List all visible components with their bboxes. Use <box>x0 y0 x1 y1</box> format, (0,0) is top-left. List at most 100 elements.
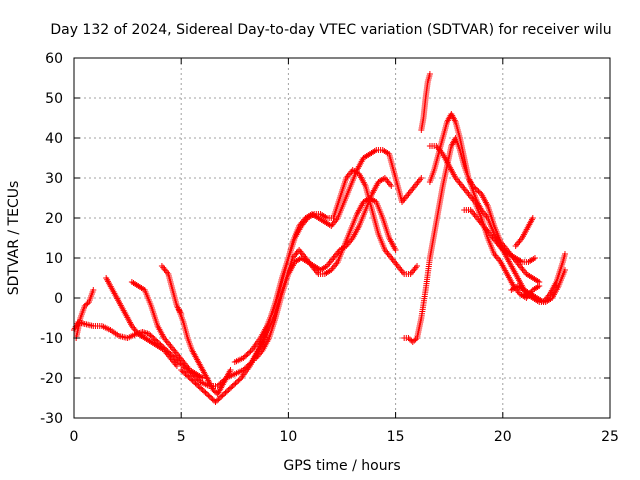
data-point <box>531 255 538 261</box>
data-point <box>229 383 236 389</box>
y-tick-label: 30 <box>45 171 63 187</box>
series-trace-16 <box>508 251 568 305</box>
data-point <box>418 175 425 181</box>
plot-frame <box>73 57 611 419</box>
data-point <box>405 335 412 341</box>
data-point <box>216 395 223 401</box>
data-marks <box>71 71 568 405</box>
data-point <box>233 379 240 385</box>
data-point <box>426 71 433 77</box>
data-point <box>209 396 216 403</box>
y-tick-label: 40 <box>45 131 63 147</box>
data-point <box>191 379 198 385</box>
data-point <box>409 339 416 345</box>
data-point <box>241 353 248 360</box>
data-point <box>223 388 230 395</box>
x-tick-label: 10 <box>279 429 297 445</box>
data-point <box>185 373 192 380</box>
y-axis-title: SDTVAR / TECUs <box>6 181 22 296</box>
y-tick-label: -20 <box>40 371 63 387</box>
data-point <box>183 372 190 379</box>
data-point <box>203 391 210 397</box>
data-point <box>81 303 88 309</box>
chart-title: Day 132 of 2024, Sidereal Day-to-day VTE… <box>50 22 611 38</box>
data-point <box>186 375 193 381</box>
series-trace-5 <box>158 263 185 317</box>
data-point <box>192 380 199 387</box>
data-point <box>388 183 395 189</box>
data-point <box>414 263 421 269</box>
data-point <box>173 363 180 369</box>
data-point <box>536 283 543 289</box>
data-point <box>83 301 90 308</box>
y-tick-label: 20 <box>45 211 63 227</box>
data-point <box>225 387 232 393</box>
data-point <box>215 396 222 403</box>
data-point <box>188 376 195 383</box>
series-trace-2 <box>73 287 97 341</box>
data-point <box>212 399 219 405</box>
x-tick-label: 20 <box>494 429 512 445</box>
data-point <box>147 332 154 339</box>
data-point <box>213 397 220 404</box>
data-point <box>208 395 215 401</box>
grid <box>74 58 610 418</box>
data-point <box>198 385 205 392</box>
y-tick-label: 10 <box>45 251 63 267</box>
y-tick-label: 50 <box>45 91 63 107</box>
series-trace-15 <box>512 215 536 249</box>
data-point <box>199 375 206 381</box>
data-point <box>195 383 202 389</box>
data-point <box>222 389 229 396</box>
data-point <box>412 336 419 343</box>
data-point <box>210 387 217 393</box>
data-point <box>189 377 196 384</box>
data-point <box>411 337 418 344</box>
y-tick-label: 60 <box>45 51 63 67</box>
x-tick-label: 0 <box>70 429 79 445</box>
data-point <box>181 369 188 376</box>
data-point <box>235 377 242 384</box>
data-point <box>179 368 186 375</box>
data-point <box>247 348 254 355</box>
data-point <box>178 367 185 373</box>
data-point <box>201 388 208 395</box>
data-point <box>476 189 483 196</box>
x-tick-label: 15 <box>387 429 405 445</box>
axis-ticks <box>73 57 611 419</box>
x-tick-label: 25 <box>601 429 619 445</box>
series-trace-9 <box>253 175 395 361</box>
data-point <box>406 336 413 343</box>
x-tick-labels: 0 5 10 15 20 25 <box>70 429 619 445</box>
data-point <box>232 380 239 387</box>
data-point <box>150 335 157 341</box>
data-point <box>231 381 238 388</box>
data-point <box>392 247 399 253</box>
data-point <box>244 351 251 357</box>
data-point <box>199 387 206 393</box>
data-point <box>236 376 243 383</box>
data-point <box>529 215 536 221</box>
x-axis-title: GPS time / hours <box>283 458 400 474</box>
data-point <box>84 300 91 307</box>
data-point <box>211 388 218 395</box>
data-point <box>196 384 203 391</box>
data-point <box>218 393 225 400</box>
series-trace-3 <box>103 275 180 369</box>
data-point <box>246 349 253 356</box>
data-point <box>206 393 213 400</box>
data-point <box>148 333 155 340</box>
data-point <box>219 392 226 399</box>
data-point <box>202 389 209 396</box>
x-tick-label: 5 <box>177 429 186 445</box>
data-point <box>90 287 97 293</box>
series-trace-11 <box>418 71 433 133</box>
series-trace-6 <box>176 307 234 397</box>
data-point <box>221 391 228 397</box>
data-point <box>472 185 479 192</box>
data-point <box>243 352 250 359</box>
series-trace-4 <box>128 279 206 381</box>
data-point <box>193 381 200 388</box>
y-tick-label: 0 <box>54 291 63 307</box>
